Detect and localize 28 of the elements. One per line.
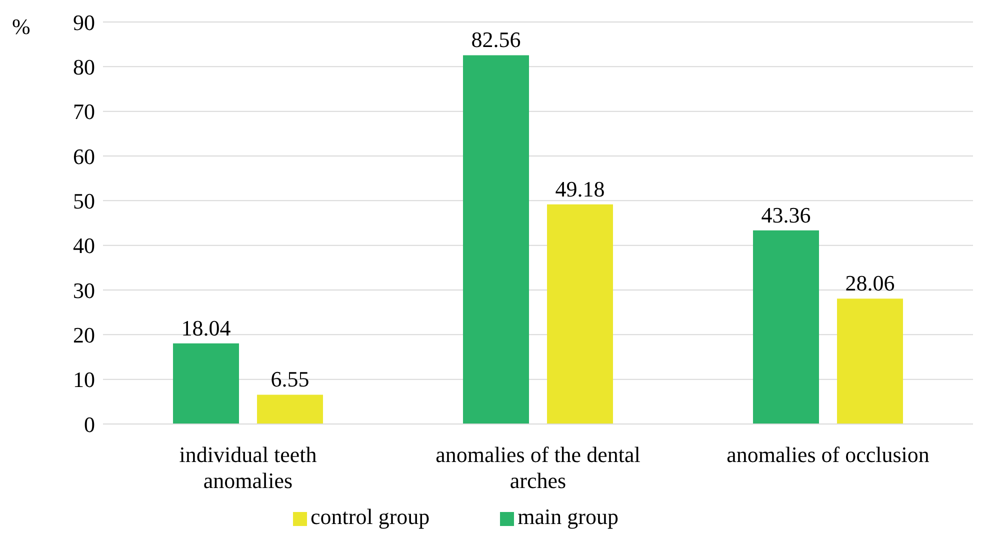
y-tick-label: 0 (84, 412, 95, 437)
y-tick-label: 30 (73, 278, 95, 303)
data-label: 18.04 (181, 315, 231, 340)
y-tick-label: 20 (73, 322, 95, 348)
y-tick-label: 70 (73, 99, 95, 124)
data-label: 28.06 (845, 270, 895, 296)
data-label: 49.18 (555, 176, 605, 202)
y-tick-label: 90 (73, 10, 95, 35)
bar (173, 343, 239, 424)
y-tick-label: 40 (73, 233, 95, 258)
bar (753, 230, 819, 424)
x-tick-label: anomalies of occlusion (726, 442, 930, 467)
data-label: 43.36 (761, 202, 811, 228)
y-tick-label: 50 (73, 188, 95, 214)
y-tick-label: 10 (73, 367, 95, 392)
data-label: 6.55 (270, 366, 310, 392)
legend-label: main group (518, 504, 618, 529)
data-label: 82.56 (471, 27, 521, 52)
bar (257, 394, 323, 424)
bar (547, 204, 613, 424)
x-tick-label: anomalies of the dental arches (436, 442, 640, 493)
y-tick-label: 80 (73, 54, 95, 80)
bar (837, 298, 903, 424)
legend-label: control group (310, 504, 430, 529)
y-tick-label: 60 (73, 144, 95, 169)
bar (463, 55, 529, 424)
x-tick-label: individual teeth anomalies (179, 442, 317, 493)
y-axis-title: % (12, 14, 30, 40)
